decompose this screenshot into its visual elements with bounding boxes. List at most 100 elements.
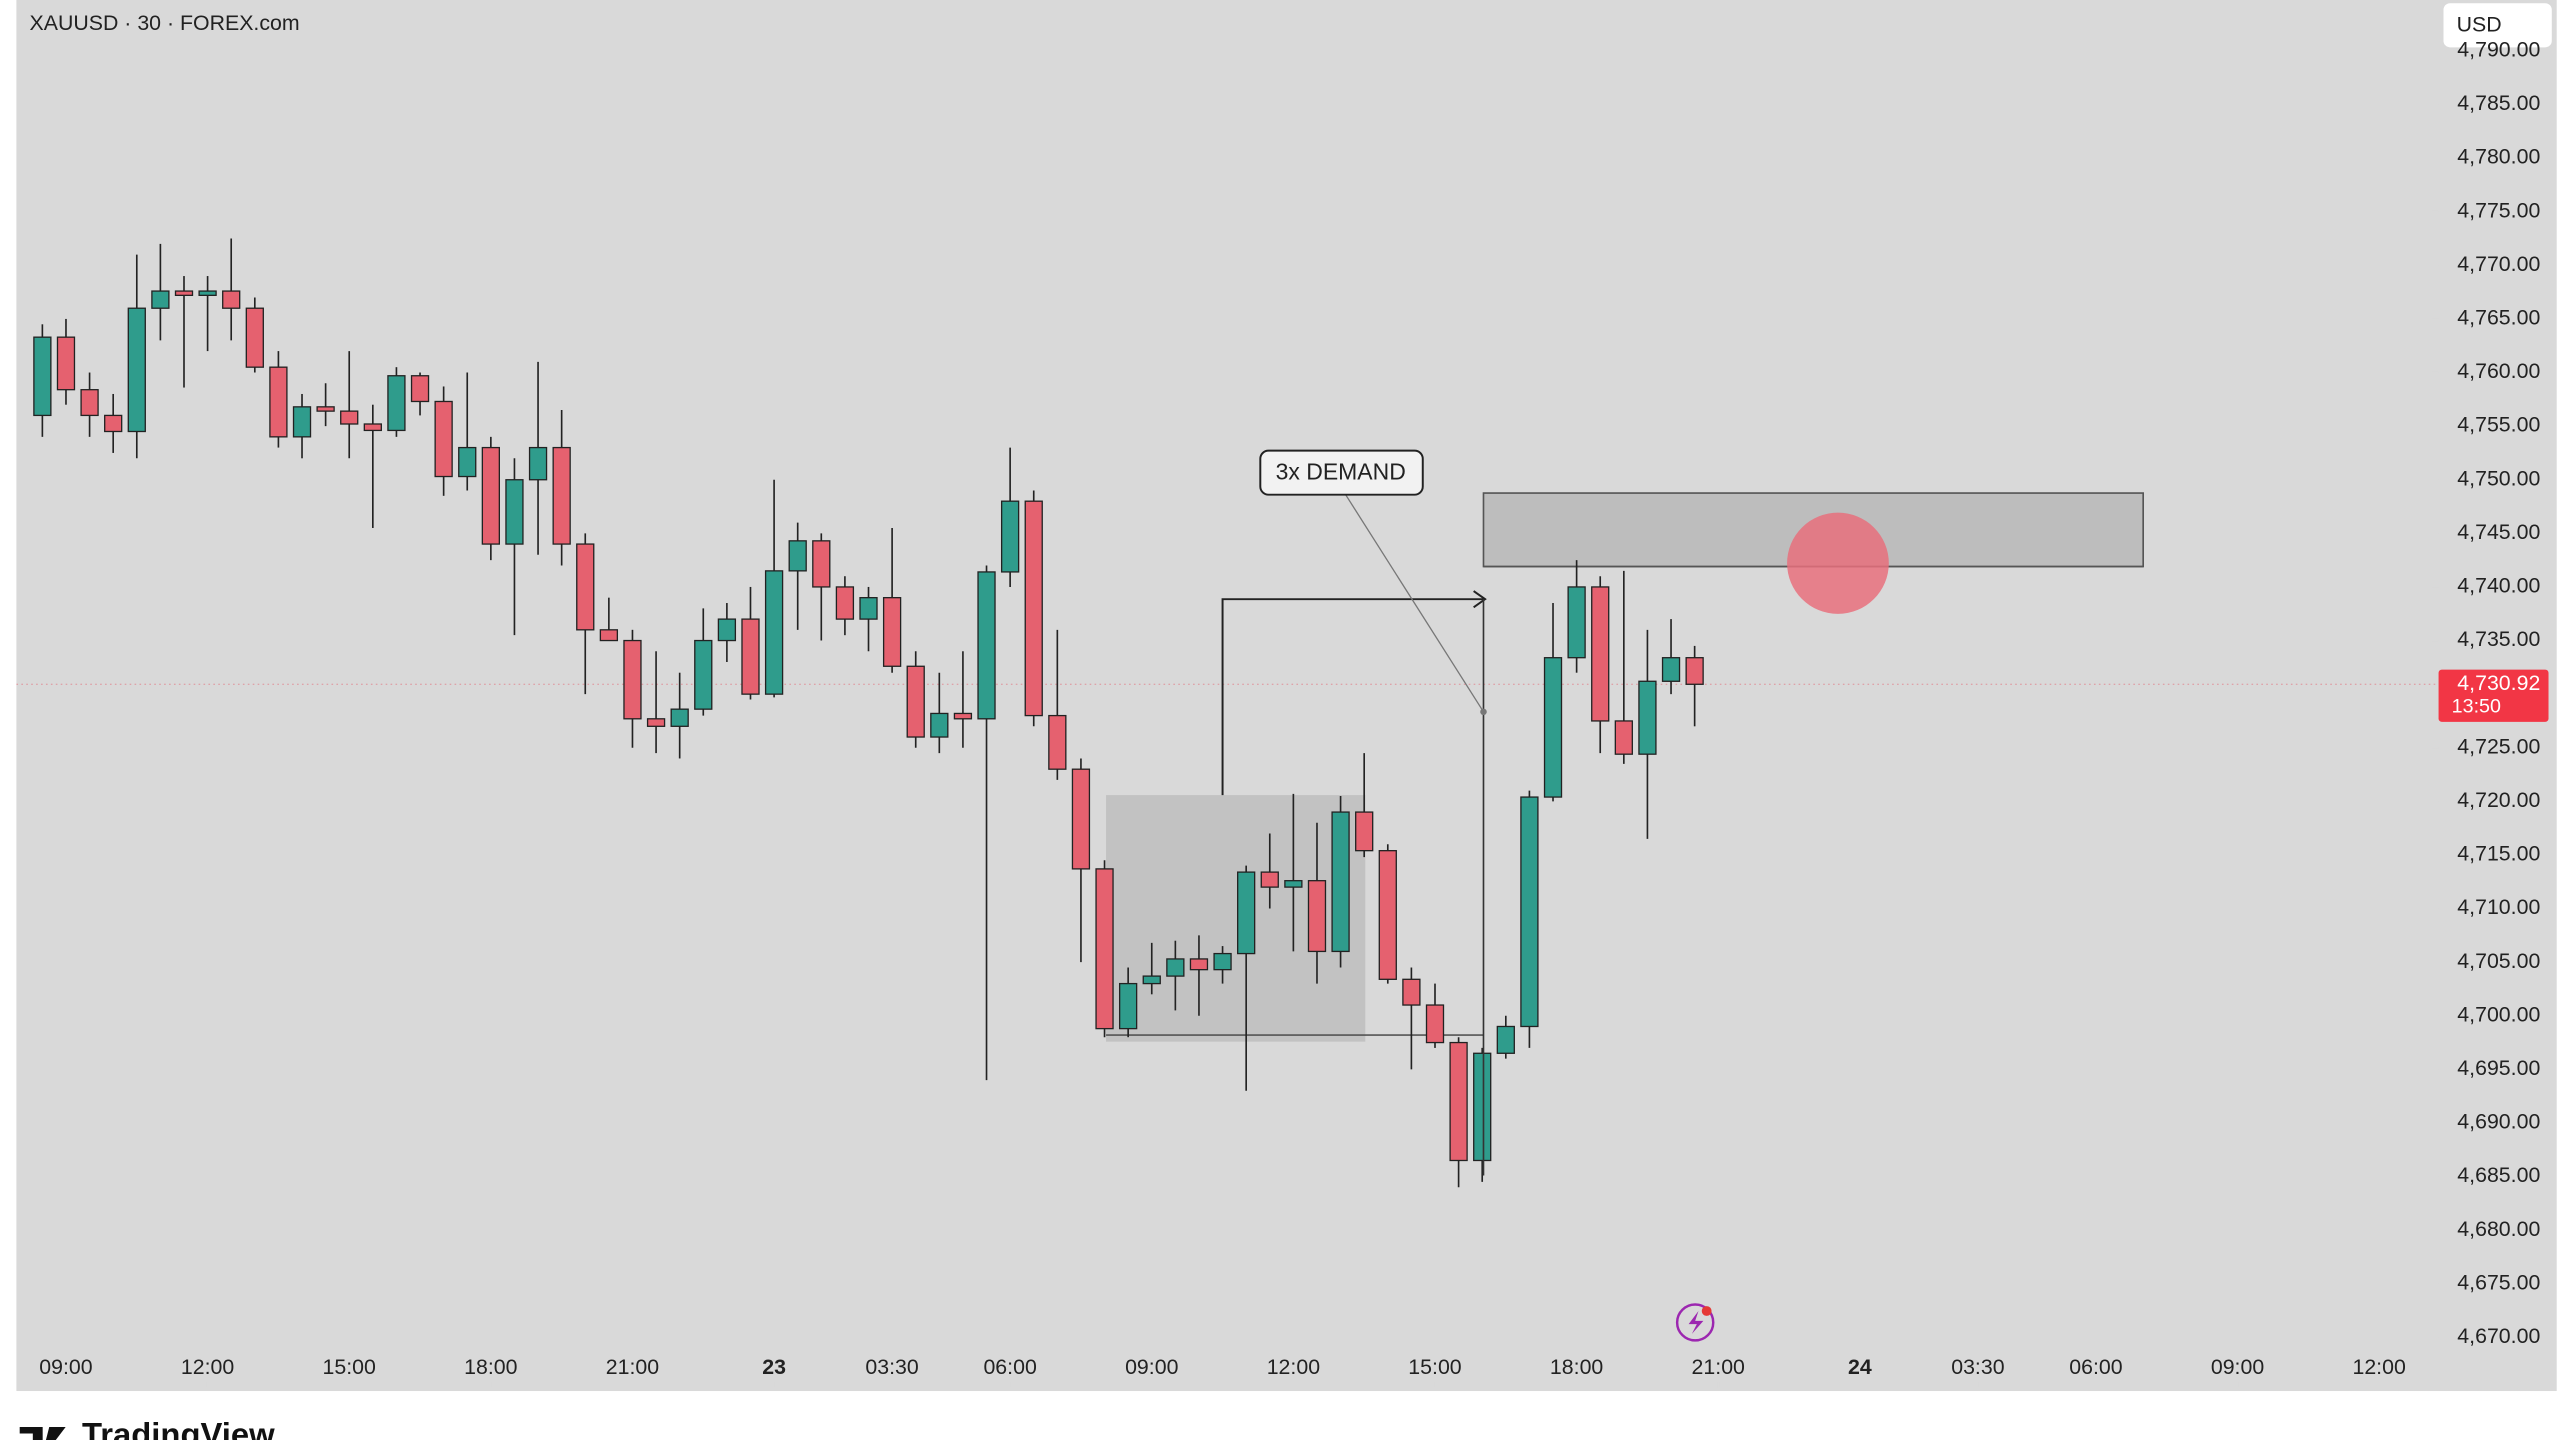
candle-body: [741, 618, 760, 695]
candle-body: [316, 406, 335, 412]
x-tick-label: 23: [762, 1355, 786, 1379]
candle-body: [1284, 880, 1303, 888]
candle-body: [1473, 1052, 1492, 1162]
candle-body: [1260, 871, 1279, 888]
candle-body: [1118, 982, 1138, 1030]
x-tick-label: 15:00: [323, 1355, 376, 1379]
candle-body: [245, 307, 264, 368]
y-tick-label: 4,775.00: [2457, 198, 2540, 222]
candle-body: [1095, 868, 1114, 1030]
y-tick-label: 4,780.00: [2457, 145, 2540, 169]
demand-zone: [1106, 795, 1366, 1042]
candle-body: [1543, 657, 1563, 798]
y-tick-label: 4,750.00: [2457, 466, 2540, 490]
candle-body: [788, 540, 807, 572]
y-tick-label: 4,675.00: [2457, 1270, 2540, 1294]
highlight-circle: [1787, 512, 1889, 614]
candle-body: [1071, 768, 1091, 870]
chart-background: [16, 0, 2557, 1392]
brand-logo: [19, 1426, 66, 1440]
candle-body: [930, 712, 949, 738]
currency-button[interactable]: [2443, 3, 2552, 48]
y-tick-label: 4,725.00: [2457, 734, 2540, 758]
event-dot: [1701, 1306, 1712, 1316]
candle-body: [151, 290, 170, 309]
grid: [16, 50, 2439, 1388]
y-tick-label: 4,770.00: [2457, 252, 2540, 276]
candle-body: [1685, 657, 1704, 685]
countdown-label: 13:50: [2452, 695, 2501, 717]
candle-body: [1048, 714, 1067, 770]
x-tick-label: 12:00: [2352, 1355, 2405, 1379]
x-tick-label: 09:00: [39, 1355, 92, 1379]
candle-body: [1378, 850, 1397, 980]
candle-body: [859, 597, 878, 620]
candle-body: [363, 423, 382, 432]
candle-body: [1000, 500, 1020, 573]
candle-body: [576, 543, 595, 631]
candle-body: [33, 336, 52, 417]
candle-body: [458, 446, 477, 478]
annotation-text: 3x DEMAND: [1276, 459, 1406, 485]
candle-body: [387, 375, 406, 432]
x-tick-label: 09:00: [2211, 1355, 2264, 1379]
candle-body: [552, 446, 571, 545]
x-tick-label: 15:00: [1408, 1355, 1461, 1379]
x-tick-label: 03:30: [865, 1355, 918, 1379]
x-tick-label: 06:00: [2069, 1355, 2122, 1379]
candle-body: [1449, 1041, 1468, 1162]
candle-body: [906, 665, 925, 738]
candle-body: [1024, 500, 1043, 717]
candle-body: [694, 639, 713, 710]
candle-body: [623, 639, 642, 720]
callout-dot: [1480, 708, 1487, 716]
annotation-box: [1259, 449, 1424, 496]
x-tick-label: 21:00: [1692, 1355, 1745, 1379]
x-tick-label: 18:00: [1550, 1355, 1603, 1379]
candle-body: [1425, 1004, 1445, 1044]
x-tick-label: 06:00: [983, 1355, 1036, 1379]
event-icon[interactable]: [1675, 1303, 1715, 1342]
y-tick-label: 4,680.00: [2457, 1217, 2540, 1241]
candle-body: [56, 336, 76, 391]
candle-body: [953, 712, 973, 720]
candle-body: [1355, 811, 1374, 852]
candle-body: [1520, 796, 1539, 1028]
x-tick-label: 18:00: [464, 1355, 517, 1379]
candle-body: [1567, 586, 1586, 659]
candle-body: [599, 629, 619, 642]
y-tick-label: 4,705.00: [2457, 949, 2540, 973]
candle-body: [80, 389, 99, 417]
candle-body: [1591, 586, 1610, 722]
y-tick-label: 4,790.00: [2457, 38, 2540, 62]
candle-body: [434, 400, 453, 478]
candle-body: [269, 366, 288, 438]
candle-body: [1307, 880, 1327, 953]
candle-body: [882, 597, 902, 667]
candle-body: [1402, 978, 1421, 1006]
candle-body: [977, 571, 996, 720]
candle-body: [1661, 657, 1681, 682]
y-tick-label: 4,710.00: [2457, 895, 2540, 919]
x-tick-label: 09:00: [1125, 1355, 1178, 1379]
currency-label: USD: [2457, 13, 2502, 37]
candle-body: [1237, 871, 1256, 955]
candle-body: [1166, 958, 1185, 977]
event-icon-bolt: [1688, 1311, 1704, 1334]
y-tick-label: 4,695.00: [2457, 1056, 2540, 1080]
brand-label: TradingView: [82, 1415, 275, 1440]
candle-body: [1638, 680, 1657, 755]
x-tick-label: 12:00: [181, 1355, 234, 1379]
candle-body: [410, 375, 430, 403]
candle-body: [1331, 811, 1350, 953]
candle-body: [174, 290, 194, 296]
symbol-title: XAUUSD · 30 · FOREX.com: [30, 11, 300, 35]
candle-body: [340, 410, 359, 425]
candle-body: [528, 446, 548, 481]
candle-body: [1189, 958, 1209, 971]
y-tick-label: 4,720.00: [2457, 788, 2540, 812]
y-tick-label: 4,745.00: [2457, 520, 2540, 544]
y-tick-label: 4,760.00: [2457, 359, 2540, 383]
